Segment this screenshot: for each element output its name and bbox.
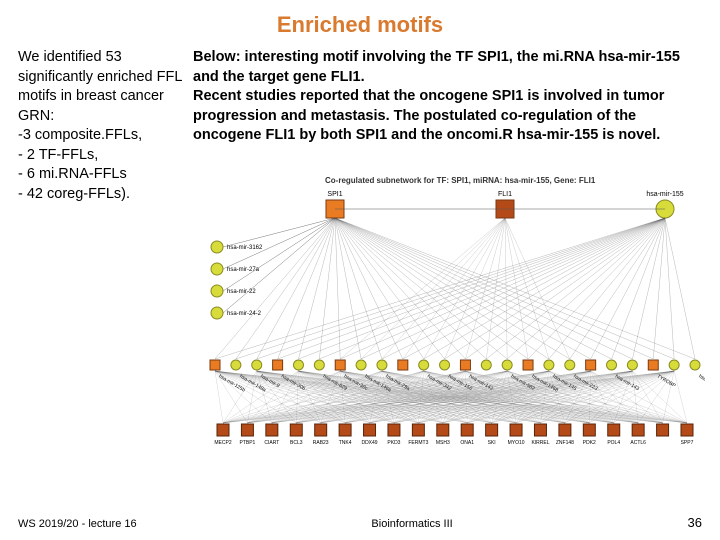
svg-text:RAB23: RAB23 xyxy=(313,440,329,446)
svg-text:KIRREL: KIRREL xyxy=(531,440,549,446)
svg-text:PTBP1: PTBP1 xyxy=(239,440,255,446)
svg-text:DDX49: DDX49 xyxy=(361,440,377,446)
svg-text:POL4: POL4 xyxy=(607,440,620,446)
svg-text:SKI: SKI xyxy=(488,440,496,446)
svg-text:MYO10: MYO10 xyxy=(508,440,525,446)
svg-text:PDK2: PDK2 xyxy=(583,440,596,446)
svg-text:ONA1: ONA1 xyxy=(460,440,474,446)
svg-text:BCL3: BCL3 xyxy=(290,440,303,446)
svg-text:Co-regulated subnetwork for TF: Co-regulated subnetwork for TF: SPI1, mi… xyxy=(325,176,596,185)
svg-text:ACTL6: ACTL6 xyxy=(630,440,646,446)
svg-text:CIART: CIART xyxy=(264,440,279,446)
svg-text:hsa-mir-3162: hsa-mir-3162 xyxy=(227,245,263,251)
svg-text:MSH3: MSH3 xyxy=(436,440,450,446)
svg-text:SPI1: SPI1 xyxy=(327,191,342,198)
svg-text:SPP7: SPP7 xyxy=(681,440,694,446)
footer: WS 2019/20 - lecture 16 Bioinformatics I… xyxy=(0,515,720,530)
svg-text:ZNF148: ZNF148 xyxy=(556,440,574,446)
svg-text:FERMT3: FERMT3 xyxy=(408,440,428,446)
svg-text:hsa-mir-24-2: hsa-mir-24-2 xyxy=(227,311,262,317)
svg-text:PKD3: PKD3 xyxy=(387,440,400,446)
svg-text:hsa-mir-27a: hsa-mir-27a xyxy=(227,267,260,273)
footer-left: WS 2019/20 - lecture 16 xyxy=(18,518,137,530)
svg-text:hsa-mir-155: hsa-mir-155 xyxy=(646,191,683,198)
svg-text:hsa-mir-22: hsa-mir-22 xyxy=(227,289,256,295)
svg-text:hsa-mir-27b: hsa-mir-27b xyxy=(697,374,705,393)
footer-page: 36 xyxy=(688,515,702,530)
left-column-text: We identified 53 significantly enriched … xyxy=(18,48,193,205)
svg-text:TNK4: TNK4 xyxy=(339,440,352,446)
svg-text:FLI1: FLI1 xyxy=(498,191,512,198)
network-diagram: Co-regulated subnetwork for TF: SPI1, mi… xyxy=(195,175,705,475)
slide-title: Enriched motifs xyxy=(0,0,720,38)
svg-text:MECP2: MECP2 xyxy=(214,440,231,446)
footer-center: Bioinformatics III xyxy=(371,518,452,530)
